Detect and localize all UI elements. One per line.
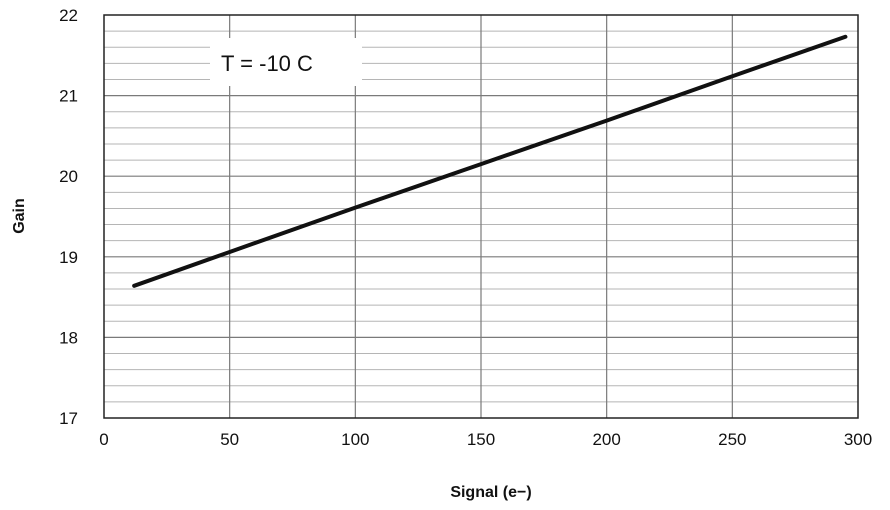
annotation-background: [210, 38, 362, 86]
y-tick-label: 19: [59, 248, 78, 267]
x-tick-label: 150: [467, 430, 495, 449]
plot-border: [103, 14, 859, 419]
series-layer: [132, 34, 848, 288]
tick-labels: 17 18 19 20 21 22 0 50 100 150 200 250 300: [59, 6, 872, 449]
x-tick-label: 50: [220, 430, 239, 449]
y-tick-label: 17: [59, 409, 78, 428]
y-axis-title: Gain: [11, 198, 28, 234]
x-tick-label: 300: [844, 430, 872, 449]
temperature-annotation: T = -10 C: [221, 51, 313, 76]
x-tick-label: 100: [341, 430, 369, 449]
grid-layer: [104, 15, 858, 418]
annotation-box: T = -10 C: [210, 38, 362, 86]
x-tick-label: 250: [718, 430, 746, 449]
x-tick-label: 200: [592, 430, 620, 449]
x-axis-title: Signal (e−): [450, 484, 531, 501]
y-tick-label: 18: [59, 328, 78, 347]
y-tick-label: 21: [59, 87, 78, 106]
x-tick-label: 0: [99, 430, 108, 449]
y-tick-label: 22: [59, 6, 78, 25]
y-tick-label: 20: [59, 167, 78, 186]
gain-series-line: [132, 34, 848, 288]
